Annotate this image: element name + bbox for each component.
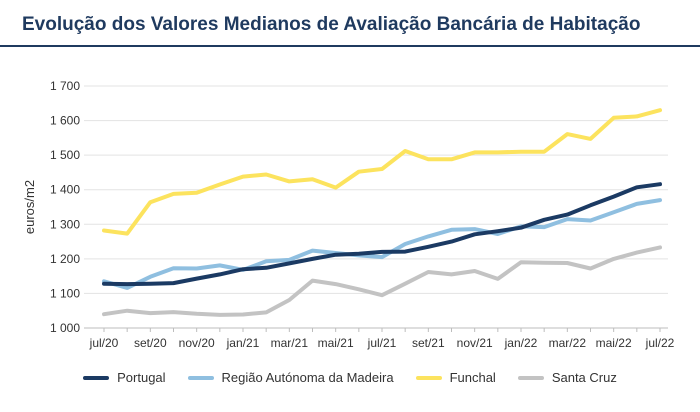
x-tick-label: nov/21	[457, 336, 493, 350]
line-chart: 1 000 1 100 1 200 1 300 1 400 1 500 1 600 1 700…	[22, 79, 675, 350]
y-tick-label: 1 000	[50, 321, 80, 335]
series-line-santa-cruz	[102, 245, 662, 317]
title-underline	[0, 45, 700, 47]
x-tick-label: jan/21	[226, 336, 260, 350]
legend-swatch	[187, 375, 214, 380]
x-axis-ticks: jul/20 set/20 nov/20 jan/21 mar/21 mai/21 jul/…	[89, 328, 675, 350]
legend-label: Região Autónoma da Madeira	[221, 370, 394, 385]
legend-label: Portugal	[117, 370, 166, 385]
y-tick-label: 1 400	[50, 183, 80, 197]
legend-item-funchal: Funchal	[415, 370, 496, 385]
x-tick-label: set/21	[412, 336, 445, 350]
chart-title: Evolução dos Valores Medianos de Avaliaç…	[22, 14, 641, 35]
legend-swatch	[415, 375, 442, 380]
legend-label: Funchal	[449, 370, 496, 385]
legend-swatch	[517, 375, 544, 380]
series-lines	[102, 108, 662, 317]
y-axis-label: euros/m2	[22, 180, 37, 234]
legend-item-madeira: Região Autónoma da Madeira	[187, 370, 394, 385]
x-tick-label: mar/22	[549, 336, 587, 350]
y-tick-label: 1 500	[50, 148, 80, 162]
y-tick-label: 1 700	[50, 79, 80, 93]
series-line-regi-o-aut-noma-da-madeira	[102, 198, 662, 290]
series-line-funchal	[102, 108, 662, 236]
x-tick-label: jul/21	[367, 336, 397, 350]
x-tick-label: mar/21	[271, 336, 309, 350]
x-tick-label: jan/22	[504, 336, 538, 350]
grid-lines	[84, 85, 668, 294]
x-tick-label: mai/21	[318, 336, 354, 350]
legend-label: Santa Cruz	[551, 370, 617, 385]
x-tick-label: nov/20	[179, 336, 215, 350]
series-line-portugal	[102, 182, 662, 287]
legend-swatch	[83, 375, 110, 380]
legend-item-portugal: Portugal	[83, 370, 166, 385]
y-axis-ticks: 1 000 1 100 1 200 1 300 1 400 1 500 1 600 1 700	[50, 79, 80, 335]
x-tick-label: mai/22	[596, 336, 632, 350]
legend: Portugal Região Autónoma da Madeira Func…	[0, 370, 700, 385]
x-tick-label: set/20	[134, 336, 167, 350]
x-tick-label: jul/20	[89, 336, 119, 350]
y-tick-label: 1 300	[50, 217, 80, 231]
legend-item-santa-cruz: Santa Cruz	[517, 370, 617, 385]
y-tick-label: 1 100	[50, 286, 80, 300]
x-tick-label: jul/22	[645, 336, 675, 350]
y-tick-label: 1 200	[50, 252, 80, 266]
y-tick-label: 1 600	[50, 114, 80, 128]
